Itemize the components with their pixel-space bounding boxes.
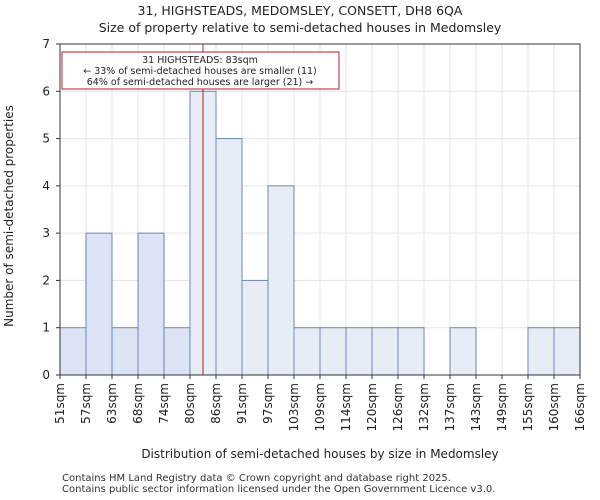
y-tick-label: 5	[42, 132, 50, 146]
histogram-bar	[293, 327, 321, 376]
histogram-bar	[449, 327, 477, 376]
y-axis-label: Number of semi-detached properties	[2, 105, 16, 327]
x-tick-label: 137sqm	[443, 383, 457, 431]
histogram-bar	[163, 327, 191, 376]
y-tick-label: 7	[42, 37, 50, 51]
y-tick-labels: 0 1 2 3 4 5 6 7	[42, 37, 60, 382]
x-tick-label: 160sqm	[547, 383, 561, 431]
annotation-box: 31 HIGHSTEADS: 83sqm ← 33% of semi-detac…	[61, 51, 340, 90]
histogram-bar	[527, 327, 555, 376]
histogram-bar	[553, 327, 581, 376]
x-tick-label: 57sqm	[79, 383, 93, 424]
x-tick-label: 74sqm	[157, 383, 171, 424]
x-tick-label: 114sqm	[339, 383, 353, 431]
histogram-bar	[345, 327, 373, 376]
histogram-chart: 31 HIGHSTEADS: 83sqm ← 33% of semi-detac…	[2, 37, 587, 461]
y-tick-label: 6	[42, 84, 50, 98]
x-axis-label: Distribution of semi-detached houses by …	[141, 447, 498, 461]
x-tick-label: 132sqm	[417, 383, 431, 431]
x-tick-label: 155sqm	[521, 383, 535, 431]
histogram-bar	[371, 327, 399, 376]
x-tick-label: 63sqm	[105, 383, 119, 424]
x-tick-labels: 51sqm 57sqm 63sqm 68sqm 74sqm 80sqm 86sqm 91sqm…	[53, 375, 587, 431]
histogram-bar	[397, 327, 425, 376]
y-tick-label: 1	[42, 321, 50, 335]
histogram-bar	[215, 138, 243, 376]
x-tick-label: 120sqm	[365, 383, 379, 431]
x-tick-label: 109sqm	[313, 383, 327, 431]
annotation-line-1: 31 HIGHSTEADS: 83sqm	[142, 55, 258, 66]
x-tick-label: 80sqm	[183, 383, 197, 424]
histogram-bar	[111, 327, 139, 376]
y-tick-label: 4	[42, 179, 50, 193]
x-tick-label: 86sqm	[209, 383, 223, 424]
x-tick-label: 68sqm	[131, 383, 145, 424]
y-tick-label: 0	[42, 368, 50, 382]
chart-subtitle: Size of property relative to semi-detach…	[98, 20, 502, 35]
annotation-line-3: 64% of semi-detached houses are larger (…	[87, 77, 314, 88]
footer-copyright: Contains HM Land Registry data © Crown c…	[62, 473, 451, 484]
x-tick-label: 166sqm	[573, 383, 587, 431]
histogram-bar	[85, 232, 113, 376]
y-tick-label: 3	[42, 226, 50, 240]
x-tick-label: 91sqm	[235, 383, 249, 424]
x-tick-label: 97sqm	[261, 383, 275, 424]
y-tick-label: 2	[42, 273, 50, 287]
x-tick-label: 51sqm	[53, 383, 67, 424]
histogram-bar	[137, 232, 165, 376]
histogram-bar	[267, 185, 295, 376]
x-tick-label: 103sqm	[287, 383, 301, 431]
x-tick-label: 149sqm	[495, 383, 509, 431]
footer-licence: Contains public sector information licen…	[62, 484, 496, 495]
histogram-bar	[319, 327, 347, 376]
annotation-line-2: ← 33% of semi-detached houses are smalle…	[83, 66, 317, 77]
x-tick-label: 126sqm	[391, 383, 405, 431]
x-tick-label: 143sqm	[469, 383, 483, 431]
bars	[59, 90, 581, 376]
histogram-bar	[241, 279, 269, 376]
histogram-bar	[59, 327, 87, 376]
chart-title: 31, HIGHSTEADS, MEDOMSLEY, CONSETT, DH8 …	[137, 3, 463, 18]
